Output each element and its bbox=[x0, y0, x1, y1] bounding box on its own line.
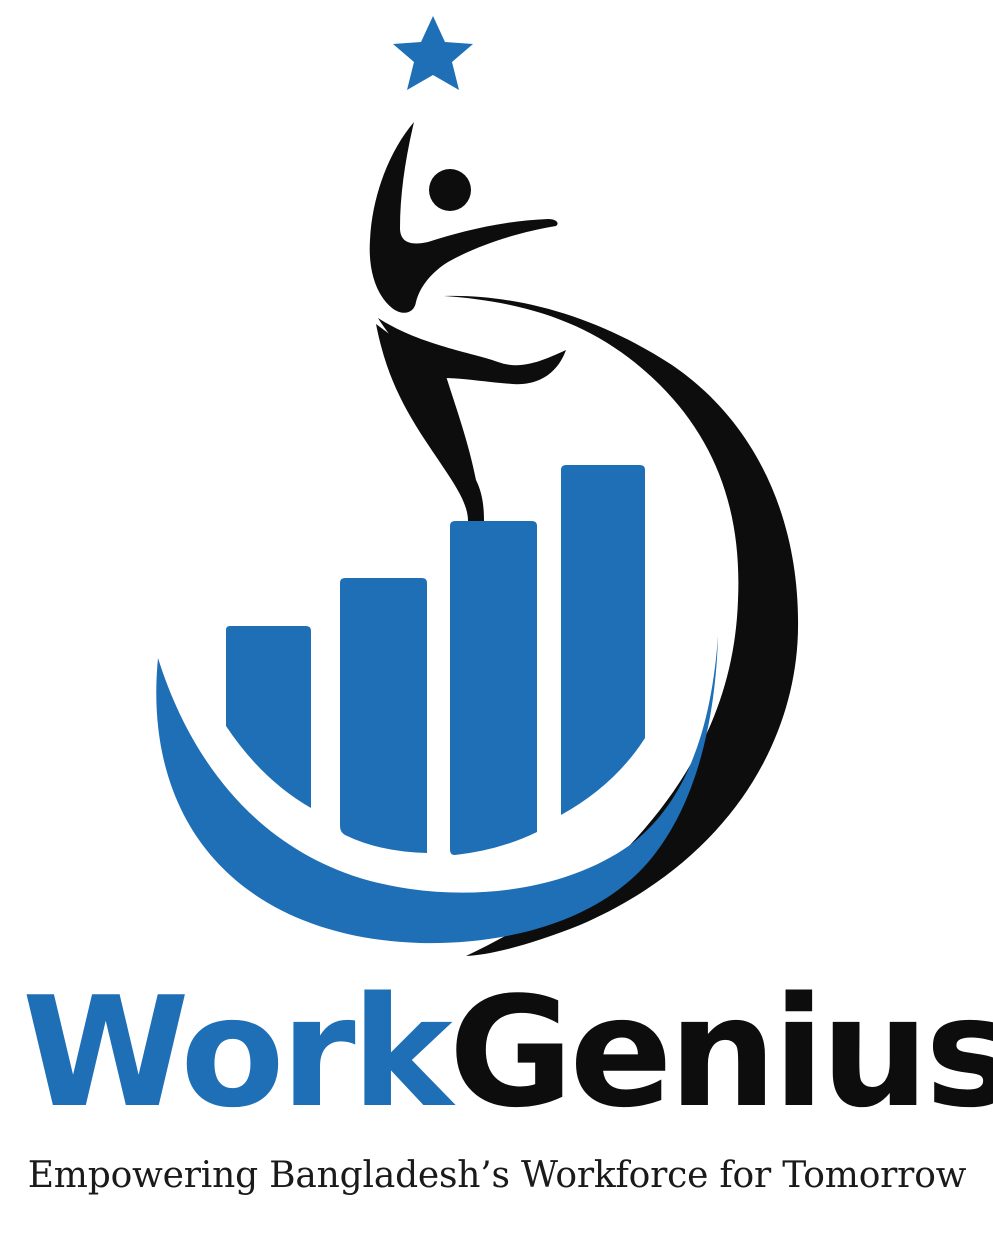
logo-emblem bbox=[156, 16, 799, 957]
growth-bar bbox=[340, 578, 427, 853]
star-icon bbox=[393, 16, 473, 90]
brand-name-genius: Genius bbox=[448, 964, 993, 1141]
brand-wordmark: WorkGenius bbox=[22, 968, 993, 1138]
growth-bar bbox=[226, 626, 311, 808]
leaping-person-icon bbox=[369, 122, 566, 521]
figure-body bbox=[369, 122, 558, 313]
growth-bar bbox=[450, 521, 537, 855]
figure-leg-back bbox=[376, 324, 484, 521]
growth-bars-icon bbox=[226, 465, 645, 855]
figure-head bbox=[429, 169, 471, 211]
brand-tagline: Empowering Bangladesh’s Workforce for To… bbox=[27, 1155, 967, 1196]
blue-swoosh-icon bbox=[156, 636, 718, 944]
growth-bar bbox=[561, 465, 645, 815]
brand-name-work: Work bbox=[22, 964, 453, 1141]
black-crescent-icon bbox=[444, 295, 799, 957]
